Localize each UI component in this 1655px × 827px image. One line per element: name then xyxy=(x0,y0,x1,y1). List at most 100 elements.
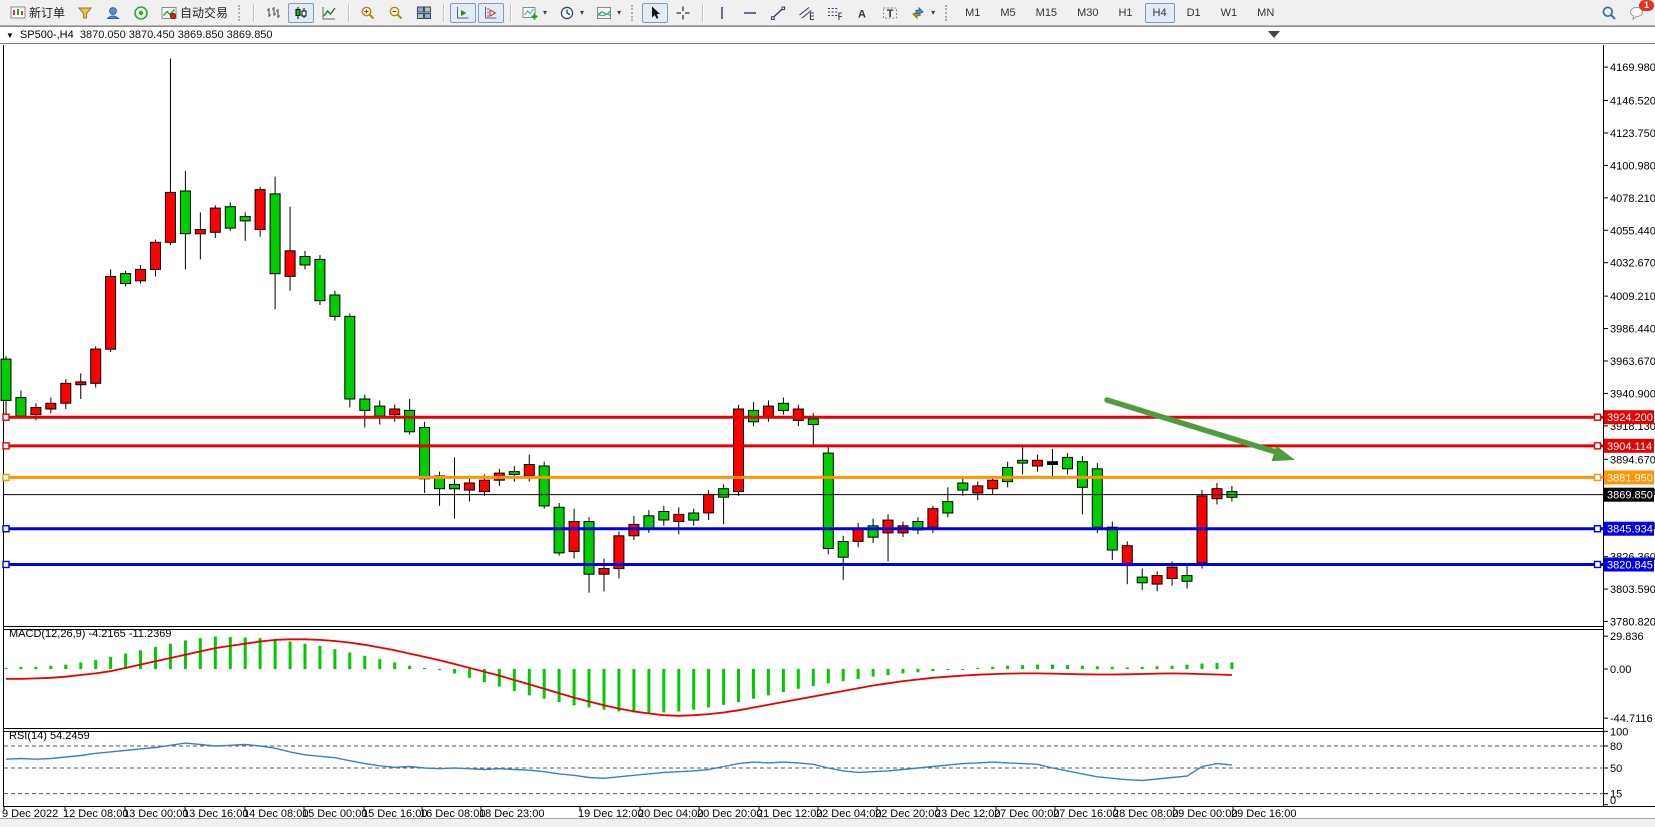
bar-chart-button[interactable] xyxy=(260,3,286,23)
vline-button[interactable] xyxy=(709,3,735,23)
label-button[interactable]: T xyxy=(877,3,903,23)
timeframe-m5-button[interactable]: M5 xyxy=(1000,6,1016,19)
toolbar-separator xyxy=(443,3,445,22)
timeframe-m30-button[interactable]: M30 xyxy=(1077,6,1099,19)
svg-text:E: E xyxy=(809,11,814,21)
dropdown-caret-icon[interactable]: ▾ xyxy=(617,8,622,17)
macd-histogram-bar xyxy=(692,669,696,710)
macd-histogram-bar xyxy=(871,669,875,677)
auto-scroll-button[interactable] xyxy=(450,2,477,23)
timeframe-h1-button[interactable]: H1 xyxy=(1118,6,1133,19)
timeframe-m1-button[interactable]: M1 xyxy=(965,6,981,19)
dropdown-caret-icon[interactable]: ▾ xyxy=(543,8,548,17)
notifications-button[interactable]: 1 xyxy=(1624,0,1654,23)
svg-text:3924.200: 3924.200 xyxy=(1607,412,1653,424)
macd-histogram-bar xyxy=(632,669,636,713)
timeframe-w1-button[interactable]: W1 xyxy=(1220,6,1238,19)
svg-text:50: 50 xyxy=(1610,763,1622,775)
macd-histogram-bar xyxy=(766,669,770,696)
candle xyxy=(882,514,894,562)
funnel-button[interactable] xyxy=(72,3,98,23)
zoom-out-button[interactable] xyxy=(383,3,409,23)
candle xyxy=(957,478,969,496)
chart-shift-button[interactable] xyxy=(478,2,505,23)
search-button[interactable] xyxy=(1596,3,1622,23)
dropdown-caret-icon[interactable]: ▾ xyxy=(580,8,585,17)
chart-collapse-icon[interactable]: ▼ xyxy=(6,31,14,40)
community-button[interactable] xyxy=(100,3,126,23)
crosshair-button[interactable] xyxy=(670,3,696,23)
chart-shift-marker[interactable] xyxy=(1268,31,1280,38)
macd-histogram-bar xyxy=(64,664,68,669)
level-handle[interactable] xyxy=(2,442,10,450)
timeframe-m15-button[interactable]: M15 xyxy=(1035,6,1058,19)
news-button[interactable] xyxy=(128,3,154,23)
zoom-in-button[interactable] xyxy=(355,3,381,23)
price-axis[interactable]: 4169.980 4146.520 4123.750 4100.980 4078.210… xyxy=(1603,62,1655,628)
hline-icon xyxy=(742,5,758,21)
annotation-arrow[interactable] xyxy=(1104,397,1295,462)
toolbar-separator xyxy=(702,3,704,22)
timeframe-mn-button[interactable]: MN xyxy=(1257,6,1275,19)
toolbar-drag-handle[interactable] xyxy=(238,4,244,21)
svg-text:22 Dec 04:00: 22 Dec 04:00 xyxy=(816,808,881,819)
text-button[interactable]: A xyxy=(849,3,875,23)
horizontal-levels[interactable] xyxy=(2,413,1604,569)
svg-text:3803.590: 3803.590 xyxy=(1610,584,1655,596)
fibonacci-button[interactable]: F xyxy=(821,3,847,23)
level-handle[interactable] xyxy=(2,525,10,533)
macd-histogram-bar xyxy=(961,669,965,670)
macd-histogram-bar xyxy=(542,669,546,699)
timeframe-h4-button[interactable]: H4 xyxy=(1144,2,1175,23)
macd-histogram-bar xyxy=(49,665,53,669)
candle xyxy=(538,461,550,509)
macd-histogram-bar xyxy=(1021,665,1025,669)
candle xyxy=(60,379,72,409)
timeframe-d1-button[interactable]: D1 xyxy=(1186,6,1201,19)
cursor-button[interactable] xyxy=(642,2,669,23)
level-handle[interactable] xyxy=(1593,525,1602,533)
autotrading-button[interactable]: 自动交易 xyxy=(156,3,233,23)
tile-icon xyxy=(416,5,432,21)
add-indicator-icon xyxy=(522,5,538,21)
macd-histogram-bar xyxy=(931,669,935,672)
toolbar-drag-handle[interactable] xyxy=(945,4,951,21)
macd-histogram-bar xyxy=(617,669,621,712)
new-order-button[interactable]: 新订单 xyxy=(5,3,70,23)
level-handle[interactable] xyxy=(2,473,10,482)
price-badge: 3881.950 xyxy=(1604,470,1654,484)
svg-text:29 Dec 00:00: 29 Dec 00:00 xyxy=(1172,808,1237,819)
level-handle[interactable] xyxy=(1593,413,1602,421)
hline-button[interactable] xyxy=(737,3,763,23)
candle xyxy=(150,239,161,277)
level-handle[interactable] xyxy=(1593,560,1602,569)
periods-button[interactable]: ▾ xyxy=(554,3,589,23)
level-handle[interactable] xyxy=(1593,442,1602,450)
svg-text:27 Dec 16:00: 27 Dec 16:00 xyxy=(1053,808,1118,819)
svg-text:0.00: 0.00 xyxy=(1610,664,1631,676)
channel-button[interactable]: E xyxy=(793,3,819,23)
toolbar-drag-handle[interactable] xyxy=(631,4,637,21)
trendline-button[interactable] xyxy=(765,3,791,23)
indicators-button[interactable]: ▾ xyxy=(517,3,552,23)
arrows-button[interactable]: ▾ xyxy=(905,3,940,23)
candle xyxy=(284,206,296,291)
candle xyxy=(777,397,789,415)
level-handle[interactable] xyxy=(2,413,10,421)
svg-text:27 Dec 00:00: 27 Dec 00:00 xyxy=(994,808,1059,819)
level-handle[interactable] xyxy=(1593,473,1602,482)
level-handle[interactable] xyxy=(2,560,10,569)
tile-windows-button[interactable] xyxy=(411,3,437,23)
candle xyxy=(1181,564,1193,589)
dropdown-caret-icon[interactable]: ▾ xyxy=(931,8,936,17)
candle-chart-button[interactable] xyxy=(288,2,315,23)
svg-text:80: 80 xyxy=(1610,741,1622,753)
price-chart[interactable]: 4169.980 4146.520 4123.750 4100.980 4078.210… xyxy=(0,27,1655,819)
macd-histogram-bar xyxy=(168,643,172,669)
candle xyxy=(837,535,849,580)
svg-text:28 Dec 08:00: 28 Dec 08:00 xyxy=(1113,808,1178,819)
templates-button[interactable]: ▾ xyxy=(591,3,626,23)
line-chart-button[interactable] xyxy=(316,3,342,23)
macd-histogram-bar xyxy=(213,636,217,669)
